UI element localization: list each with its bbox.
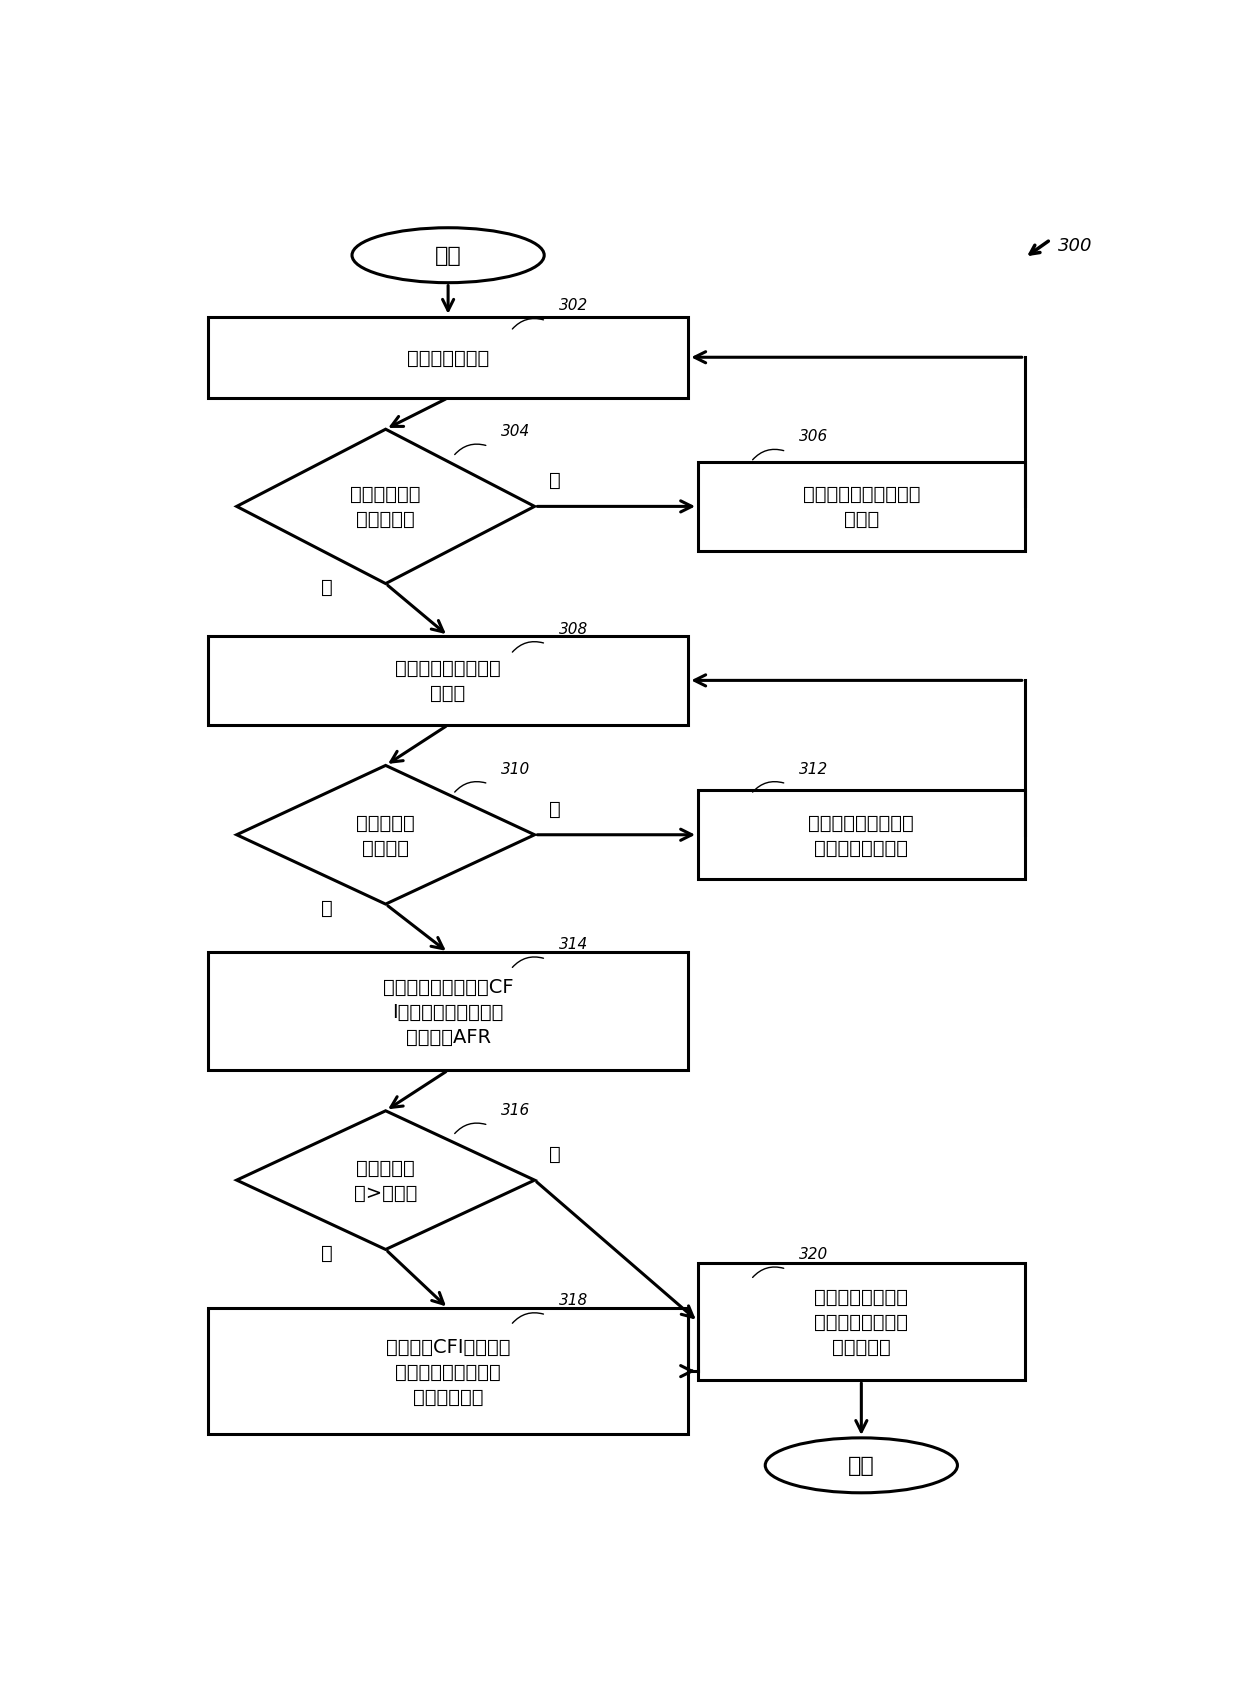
Text: 312: 312 [799, 761, 828, 776]
Text: 满足燃料供给
切断条件？: 满足燃料供给 切断条件？ [351, 486, 420, 530]
Text: 304: 304 [501, 424, 531, 438]
Text: 308: 308 [558, 621, 588, 637]
Text: 否: 否 [549, 470, 560, 491]
Ellipse shape [765, 1438, 957, 1493]
Text: 恢复燃料供给，经由CF
I喷射燃料的一部分直
至达到稀AFR: 恢复燃料供给，经由CF I喷射燃料的一部分直 至达到稀AFR [383, 978, 513, 1046]
Text: 是: 是 [321, 898, 332, 917]
FancyBboxPatch shape [208, 1309, 688, 1435]
Text: 增加经由CFI喷射的燃
料部分直至氧含量降
低至阈值之下: 增加经由CFI喷射的燃 料部分直至氧含量降 低至阈值之下 [386, 1336, 511, 1406]
FancyBboxPatch shape [208, 637, 688, 725]
Polygon shape [237, 1110, 534, 1250]
Text: 确定发动机工况: 确定发动机工况 [407, 348, 490, 367]
FancyBboxPatch shape [698, 1263, 1024, 1380]
Text: 满足燃料供
给条件？: 满足燃料供 给条件？ [356, 813, 415, 857]
Text: 基于发动机工况调
整燃料供给量和燃
料供给分流: 基于发动机工况调 整燃料供给量和燃 料供给分流 [815, 1287, 909, 1357]
FancyBboxPatch shape [698, 791, 1024, 880]
Polygon shape [237, 766, 534, 905]
FancyBboxPatch shape [698, 462, 1024, 552]
Text: 催化剂氧含
量>阈值？: 催化剂氧含 量>阈值？ [353, 1158, 418, 1202]
Text: 是: 是 [321, 1243, 332, 1262]
FancyBboxPatch shape [208, 953, 688, 1071]
Text: 继续在燃料切断的情
况下使发动机减速: 继续在燃料切断的情 况下使发动机减速 [808, 813, 914, 857]
Text: 否: 否 [549, 800, 560, 818]
Text: 314: 314 [558, 936, 588, 951]
Ellipse shape [352, 229, 544, 284]
Text: 302: 302 [558, 299, 588, 312]
Text: 是: 是 [321, 577, 332, 596]
Text: 318: 318 [558, 1292, 588, 1307]
Text: 否: 否 [549, 1144, 560, 1163]
Text: 320: 320 [799, 1246, 828, 1262]
Text: 310: 310 [501, 761, 531, 776]
Text: 开始: 开始 [435, 246, 461, 267]
Text: 306: 306 [799, 430, 828, 443]
Text: 316: 316 [501, 1102, 531, 1117]
Text: 结束: 结束 [848, 1455, 874, 1476]
Text: 300: 300 [1058, 236, 1092, 255]
Polygon shape [237, 430, 534, 584]
Text: 基于发动机工况继续燃
料供给: 基于发动机工况继续燃 料供给 [802, 486, 920, 530]
Text: 禁用燃料并且使发动
机减速: 禁用燃料并且使发动 机减速 [396, 659, 501, 703]
FancyBboxPatch shape [208, 318, 688, 399]
